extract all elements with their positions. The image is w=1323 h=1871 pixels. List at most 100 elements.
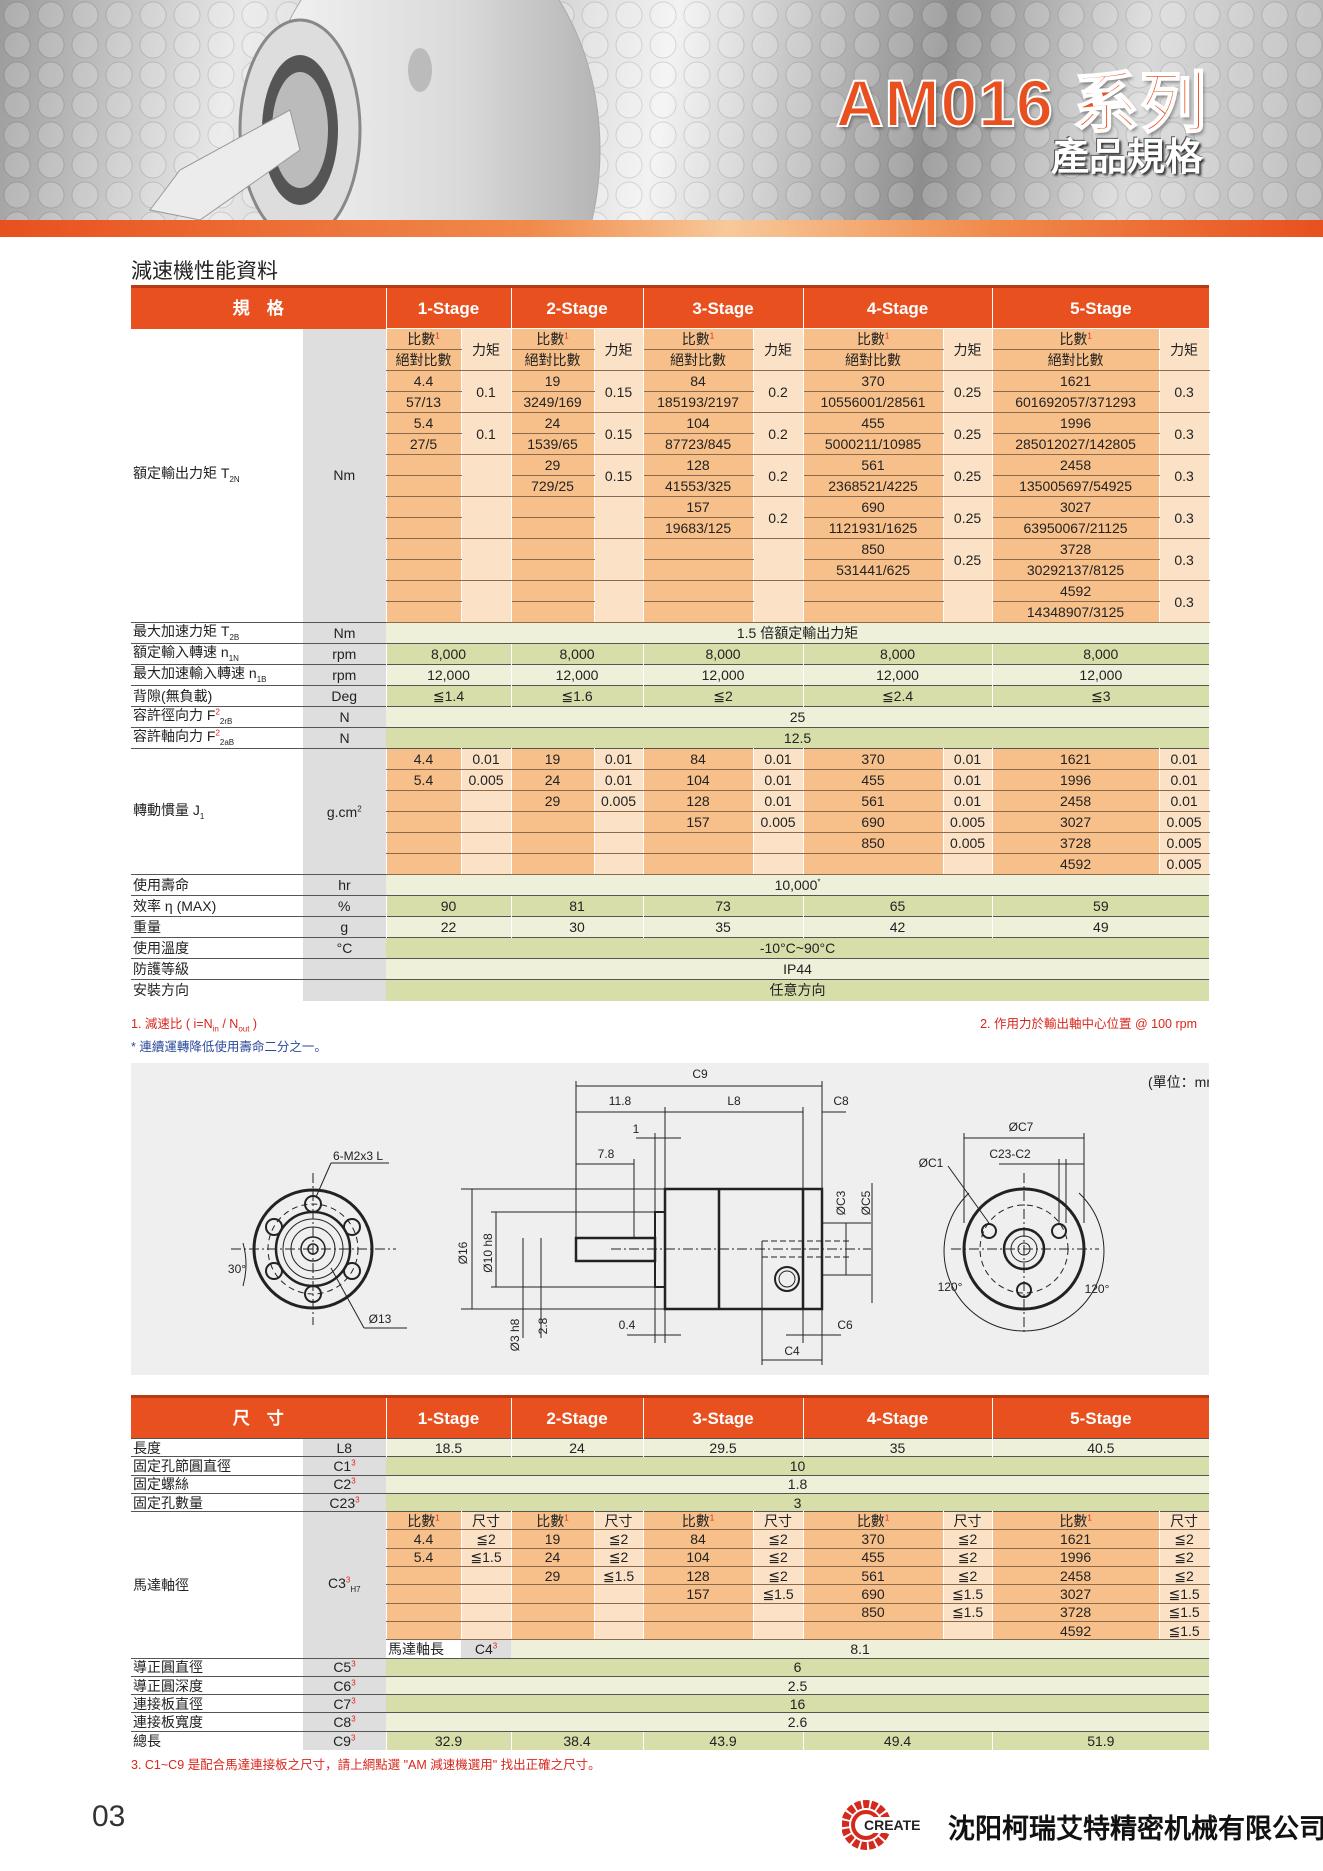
text: 10	[789, 1457, 806, 1474]
dim-d13: Ø13	[369, 1312, 392, 1326]
dim-d16: Ø16	[456, 1241, 470, 1264]
table-row: 使用溫度 °C -10°C~90°C	[131, 937, 1210, 959]
size-header: 尺寸	[460, 1511, 512, 1531]
stage-value: 12,000	[385, 664, 512, 686]
text: C9	[333, 1732, 351, 1749]
text: 總長	[133, 1732, 161, 1749]
value-cell: ≦1.5	[1158, 1620, 1210, 1641]
text: C23	[329, 1494, 356, 1511]
torque-cell: 0.25	[942, 454, 993, 497]
ratio-cell	[642, 538, 754, 560]
value-cell: 0.01	[1158, 790, 1210, 812]
dim-c5: ØC5	[859, 1190, 873, 1215]
stage-value: ≦1.6	[510, 685, 644, 707]
torque-cell: 0.15	[593, 370, 644, 413]
table-row: 最大加速力矩 T2B Nm 1.5 倍額定輸出力矩	[131, 622, 1210, 644]
row-label: 連接板寬度	[131, 1712, 303, 1732]
ratio-cell	[510, 1620, 595, 1641]
abs-ratio-cell	[510, 517, 595, 539]
text: °C	[336, 940, 353, 956]
ratio-cell: 850	[802, 1602, 944, 1622]
abs-ratio-cell	[510, 559, 595, 581]
abs-ratio-cell: 41553/325	[642, 475, 754, 497]
torque-cell	[460, 454, 512, 497]
stage-value: 49.4	[802, 1730, 993, 1750]
table-row: 850 0.005 3728 0.005	[131, 832, 1210, 854]
value-cell	[460, 1584, 512, 1604]
ratio-header: 比數1	[802, 1511, 944, 1531]
ratio-cell: 29	[510, 1566, 595, 1586]
stage-value: 90	[385, 895, 512, 917]
subscript: 1	[199, 811, 205, 821]
stage-value: ≦3	[991, 685, 1210, 707]
torque-cell	[593, 580, 644, 623]
torque-cell	[460, 496, 512, 539]
ratio-cell: 455	[802, 412, 944, 434]
row-label: 容許軸向力 F22aB	[131, 727, 303, 749]
row-label: 馬達軸徑	[131, 1511, 303, 1659]
ratio-cell: 370	[802, 370, 944, 392]
value-cell: 0.01	[942, 769, 993, 791]
text: C1	[333, 1457, 352, 1474]
torque-cell: 0.25	[942, 370, 993, 413]
abs-ratio-cell: 30292137/8125	[991, 559, 1160, 581]
value-cell: 0.01	[593, 748, 644, 770]
torque-cell	[593, 496, 644, 539]
ratio-cell: 157	[642, 1584, 754, 1604]
torque-cell	[460, 538, 512, 581]
stage-header: 5-Stage	[991, 285, 1210, 329]
torque-cell: 0.3	[1158, 538, 1210, 581]
ratio-cell: 455	[802, 1547, 944, 1568]
stage-value: 35	[642, 916, 804, 938]
dim-c6: C6	[837, 1318, 853, 1332]
ratio-cell	[385, 1620, 462, 1641]
value-cell: 0.01	[752, 748, 804, 770]
stage-value: 12,000	[642, 664, 804, 686]
angle-120-left: 120°	[938, 1280, 963, 1294]
table-row: 連接板寬度 C83 2.6	[131, 1712, 1210, 1732]
value-cell: 0.005	[942, 811, 993, 833]
stage-value: ≦1.4	[385, 685, 512, 707]
ratio-cell: 1996	[991, 1547, 1160, 1568]
subscript: 2aB	[219, 737, 235, 747]
row-label: 導正圓直徑	[131, 1657, 303, 1677]
row-value: 10,000*	[386, 874, 1210, 896]
ratio-cell: 1996	[991, 769, 1160, 791]
table-row: 850 0.25 3728 0.3	[131, 538, 1210, 581]
stage-value: 42	[802, 916, 993, 938]
value-cell	[460, 853, 512, 875]
text: g	[340, 919, 349, 935]
dimension-table: 尺 寸 1-Stage 2-Stage 3-Stage 4-Stage 5-Stage 長度…	[131, 1395, 1210, 1750]
table-row: 導正圓深度 C63 2.5	[131, 1675, 1210, 1695]
text: 導正圓深度	[133, 1677, 203, 1694]
size-header: 尺寸	[1158, 1511, 1210, 1531]
value-cell: ≦1.5	[752, 1584, 804, 1604]
ratio-cell: 690	[802, 496, 944, 518]
ratio-cell: 5.4	[385, 412, 462, 434]
ratio-cell: 561	[802, 454, 944, 476]
text: 使用壽命	[133, 877, 189, 893]
row-unit: g.cm2	[303, 748, 386, 875]
value-cell: 0.01	[1158, 748, 1210, 770]
ratio-cell: 5.4	[385, 769, 462, 791]
value-cell: ≦2	[1158, 1547, 1210, 1568]
ratio-cell: 128	[642, 790, 754, 812]
text: 導正圓直徑	[133, 1659, 203, 1676]
torque-cell: 0.3	[1158, 412, 1210, 455]
row-label: 轉動慣量 J1	[131, 748, 303, 875]
text: N	[339, 730, 350, 746]
ratio-cell	[510, 580, 595, 602]
text: 重量	[133, 919, 161, 935]
ratio-cell: 104	[642, 1547, 754, 1568]
text: C3	[327, 1574, 346, 1591]
text: 馬達軸長	[388, 1640, 444, 1657]
ratio-cell: 561	[802, 790, 944, 812]
footnote-1: 1. 減速比 ( i=Nin / Nout )	[131, 1017, 258, 1034]
dim-c8: C8	[833, 1094, 849, 1108]
torque-cell: 0.2	[752, 454, 804, 497]
dim-c23-c2: C23-C2	[989, 1147, 1031, 1161]
ratio-cell	[642, 853, 754, 875]
ratio-cell: 29	[510, 454, 595, 476]
stage-value: 35	[802, 1437, 993, 1457]
dim-1: 1	[633, 1122, 640, 1136]
